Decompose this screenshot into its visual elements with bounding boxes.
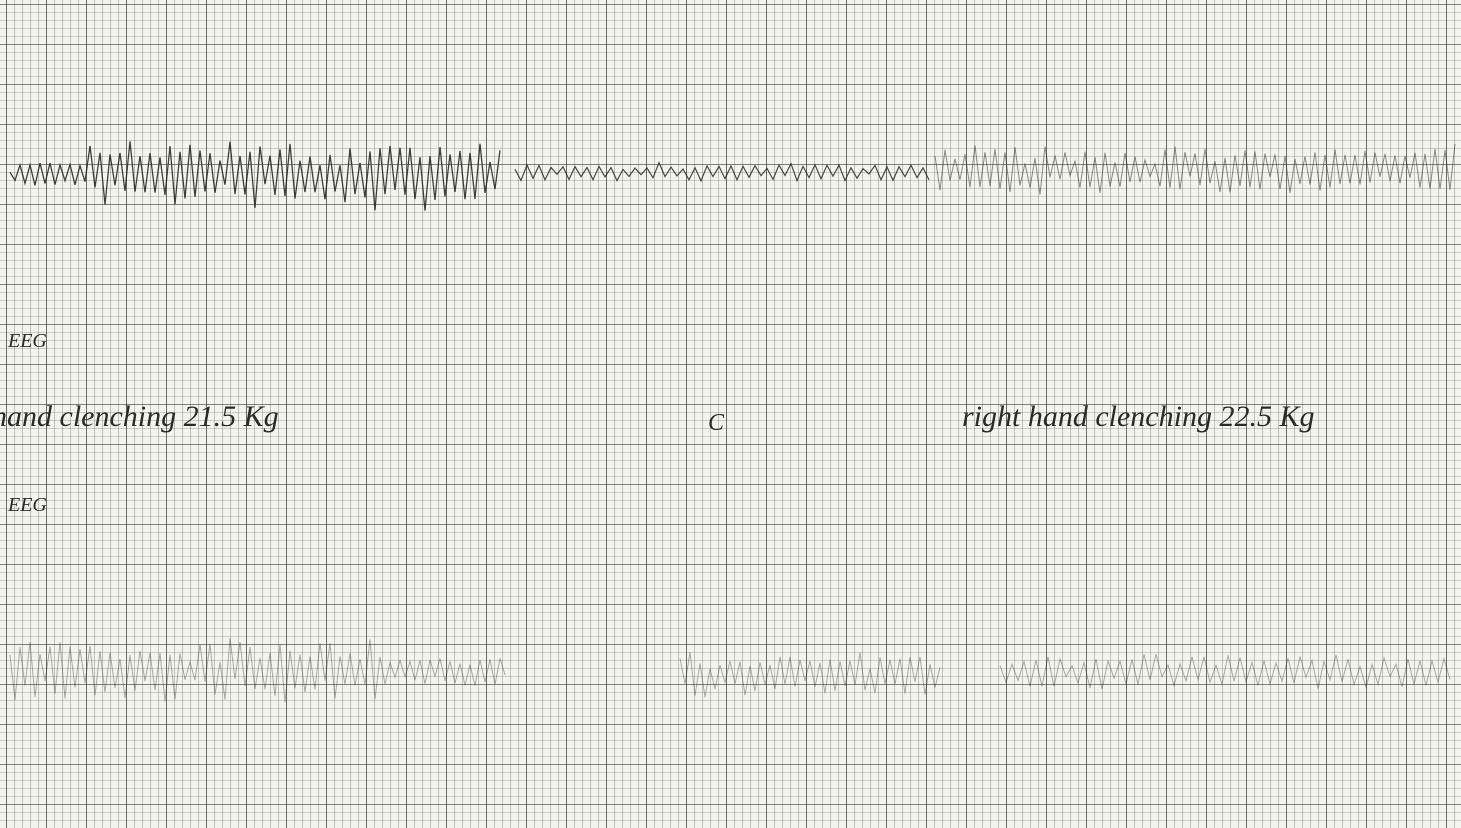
channel-label: EEG bbox=[8, 330, 47, 353]
signal-trace bbox=[935, 144, 1455, 195]
marker: C bbox=[708, 410, 724, 437]
signal-trace bbox=[680, 652, 940, 697]
eeg-paper: EEG hand clenching 21.5 Kg C right hand … bbox=[0, 0, 1461, 828]
signal-trace bbox=[1000, 654, 1450, 689]
channel-label: EEG bbox=[8, 494, 47, 517]
signal-trace bbox=[515, 163, 929, 181]
signal-trace bbox=[10, 141, 500, 210]
signal-trace bbox=[10, 638, 505, 702]
annotation: hand clenching 21.5 Kg bbox=[0, 400, 279, 434]
annotation: right hand clenching 22.5 Kg bbox=[962, 400, 1314, 434]
